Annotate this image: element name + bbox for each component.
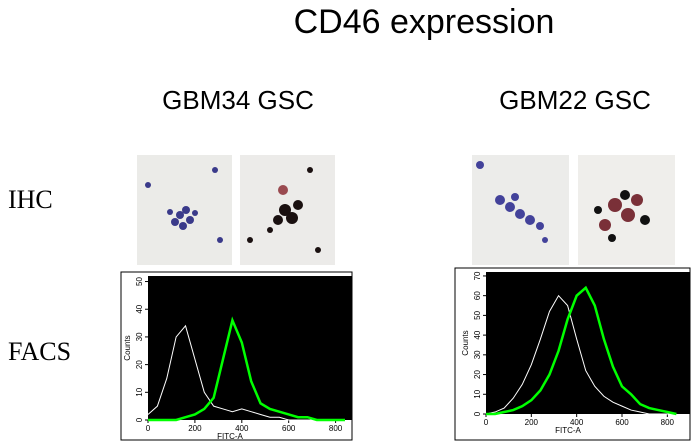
y-tick-label: 30 bbox=[473, 350, 482, 359]
x-tick-label: 400 bbox=[570, 418, 584, 427]
y-axis-label: Counts bbox=[123, 335, 132, 360]
y-tick-label: 40 bbox=[473, 330, 482, 339]
x-tick-label: 600 bbox=[615, 418, 629, 427]
y-tick-label: 30 bbox=[135, 332, 144, 341]
row-label: FACS bbox=[8, 337, 71, 366]
x-axis-label: FITC-A bbox=[217, 432, 243, 441]
row-label: IHC bbox=[8, 185, 53, 214]
column-header: GBM22 GSC bbox=[499, 85, 651, 115]
x-tick-label: 800 bbox=[661, 418, 675, 427]
plot-area bbox=[148, 276, 352, 420]
y-tick-label: 10 bbox=[135, 387, 144, 396]
y-tick-label: 40 bbox=[135, 304, 144, 313]
y-tick-label: 0 bbox=[473, 411, 482, 416]
plot-area bbox=[486, 272, 690, 414]
y-tick-label: 70 bbox=[473, 271, 482, 280]
x-tick-label: 800 bbox=[329, 424, 343, 433]
y-tick-label: 10 bbox=[473, 389, 482, 398]
x-tick-label: 200 bbox=[525, 418, 539, 427]
y-axis-label: Counts bbox=[461, 330, 470, 355]
x-tick-label: 400 bbox=[235, 424, 249, 433]
ihc-images bbox=[137, 155, 675, 265]
title: CD46 expression bbox=[294, 3, 555, 41]
histogram-line bbox=[147, 324, 345, 421]
y-tick-label: 0 bbox=[135, 417, 144, 422]
x-tick-label: 600 bbox=[282, 424, 296, 433]
x-tick-label: 0 bbox=[484, 418, 489, 427]
y-tick-label: 20 bbox=[473, 370, 482, 379]
x-tick-label: 0 bbox=[146, 424, 151, 433]
y-tick-label: 50 bbox=[135, 277, 144, 286]
histogram-line bbox=[148, 316, 345, 422]
x-axis-label: FITC-A bbox=[555, 426, 581, 435]
x-tick-label: 200 bbox=[188, 424, 202, 433]
y-tick-label: 50 bbox=[473, 310, 482, 319]
histogram-line bbox=[485, 294, 677, 415]
y-tick-label: 20 bbox=[135, 360, 144, 369]
y-tick-label: 60 bbox=[473, 291, 482, 300]
column-header: GBM34 GSC bbox=[162, 85, 314, 115]
histogram-line bbox=[486, 285, 677, 416]
